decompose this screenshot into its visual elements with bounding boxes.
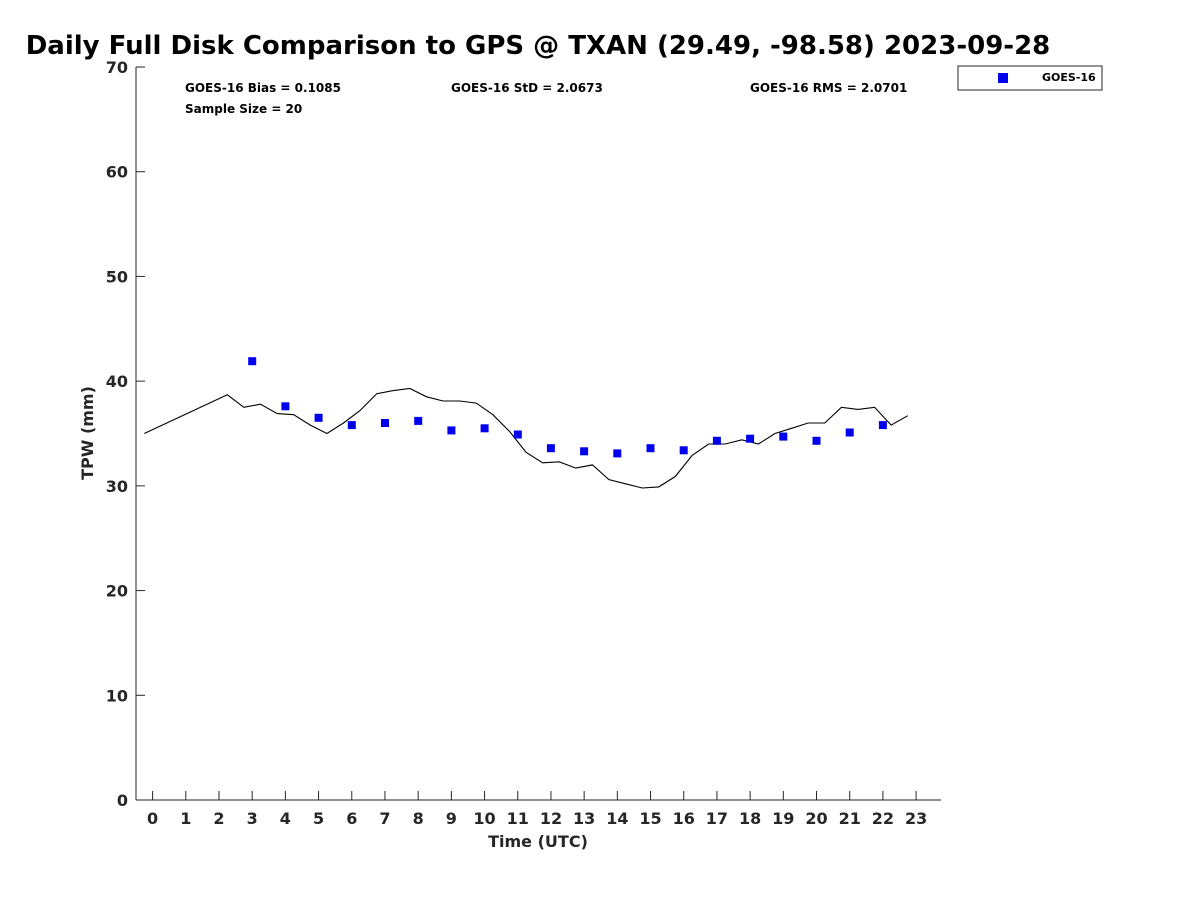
goes16-data-point — [845, 428, 854, 437]
legend-label: GOES-16 — [1042, 71, 1096, 84]
x-tick-label: 3 — [247, 809, 258, 828]
y-tick-label: 0 — [117, 791, 128, 810]
y-tick-label: 20 — [106, 582, 128, 601]
x-tick-label: 18 — [739, 809, 761, 828]
goes16-data-point — [546, 444, 555, 453]
y-tick-label: 60 — [106, 163, 128, 182]
x-tick-label: 6 — [346, 809, 357, 828]
x-tick-label: 8 — [413, 809, 424, 828]
x-tick-label: 7 — [379, 809, 390, 828]
x-tick-label: 0 — [147, 809, 158, 828]
legend-box — [957, 65, 1103, 91]
x-tick-label: 12 — [540, 809, 562, 828]
x-tick-label: 15 — [639, 809, 661, 828]
sample-size-annotation: Sample Size = 20 — [185, 102, 302, 116]
y-ticks: 0 10 20 30 40 50 60 70 — [106, 58, 145, 810]
x-tick-label: 23 — [905, 809, 927, 828]
goes16-data-point — [779, 432, 788, 441]
rms-annotation: GOES-16 RMS = 2.0701 — [750, 81, 907, 95]
goes16-data-point — [347, 421, 356, 430]
goes16-data-point — [679, 446, 688, 455]
bias-annotation: GOES-16 Bias = 0.1085 — [185, 81, 341, 95]
x-tick-label: 20 — [805, 809, 827, 828]
chart-title: Daily Full Disk Comparison to GPS @ TXAN… — [26, 31, 1051, 61]
x-ticks: 0 1 2 3 4 5 6 7 8 9 10 11 12 13 14 15 16 17 18 19 20 21 22 23 — [147, 791, 927, 828]
x-tick-label: 14 — [606, 809, 628, 828]
x-tick-label: 17 — [706, 809, 728, 828]
goes16-data-point — [513, 430, 522, 439]
goes16-data-point — [878, 421, 887, 430]
x-tick-label: 21 — [839, 809, 861, 828]
y-tick-label: 70 — [106, 58, 128, 77]
goes16-data-point — [746, 434, 755, 443]
y-tick-label: 50 — [106, 267, 128, 286]
x-axis-label: Time (UTC) — [488, 832, 588, 851]
std-annotation: GOES-16 StD = 2.0673 — [451, 81, 603, 95]
x-tick-label: 19 — [772, 809, 794, 828]
goes16-data-point — [480, 424, 489, 433]
gps-series-line — [144, 387, 909, 489]
y-axis-label: TPW (mm) — [78, 386, 97, 480]
x-tick-label: 1 — [180, 809, 191, 828]
goes16-data-point — [381, 419, 389, 427]
goes16-points-layer — [248, 357, 887, 458]
legend-square-marker — [998, 73, 1008, 83]
stats-annotations: GOES-16 Bias = 0.1085 GOES-16 StD = 2.06… — [185, 81, 907, 116]
gps-line-layer — [144, 387, 909, 489]
x-tick-label: 2 — [213, 809, 224, 828]
goes16-data-point — [447, 426, 456, 435]
x-tick-label: 13 — [573, 809, 595, 828]
legend: GOES-16 — [957, 65, 1103, 91]
goes16-data-point — [281, 402, 290, 411]
x-tick-label: 10 — [473, 809, 495, 828]
goes16-data-point — [646, 444, 655, 453]
x-tick-label: 9 — [446, 809, 457, 828]
x-tick-label: 4 — [280, 809, 291, 828]
goes16-data-point — [314, 413, 323, 422]
y-tick-label: 30 — [106, 477, 128, 496]
goes16-data-point — [812, 436, 821, 445]
goes16-data-point — [414, 416, 423, 425]
x-tick-label: 11 — [507, 809, 529, 828]
goes16-data-point — [712, 436, 721, 445]
y-tick-label: 40 — [106, 372, 128, 391]
x-tick-label: 22 — [872, 809, 894, 828]
axes — [135, 67, 941, 801]
x-tick-label: 16 — [673, 809, 695, 828]
y-tick-label: 10 — [106, 686, 128, 705]
goes16-data-point — [580, 447, 589, 456]
x-tick-label: 5 — [313, 809, 324, 828]
goes16-data-point — [613, 449, 622, 458]
goes16-data-point — [248, 357, 257, 366]
